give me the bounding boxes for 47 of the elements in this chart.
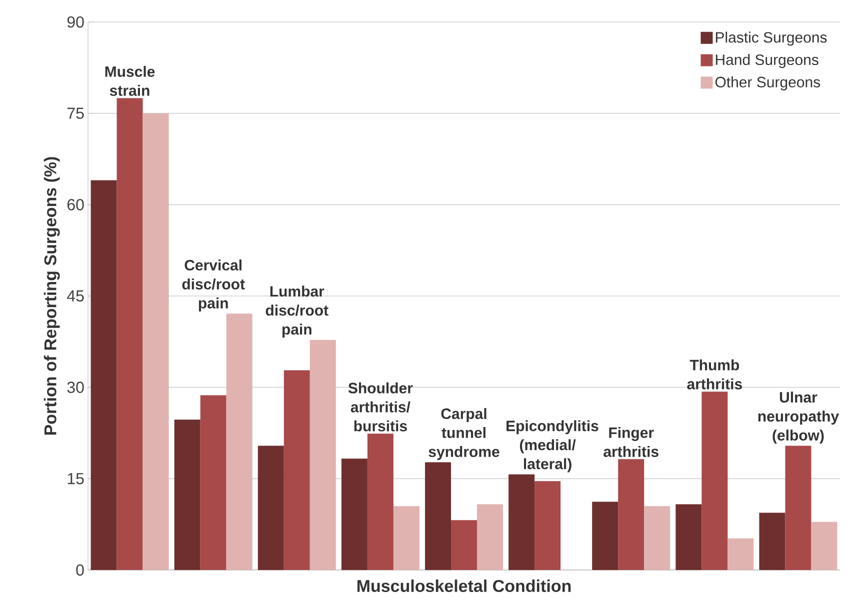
y-tick-label: 15 — [68, 473, 84, 484]
bar — [174, 420, 200, 570]
bar — [644, 506, 670, 570]
legend-label: Other Surgeons — [715, 76, 820, 90]
y-axis-title: Portion of Reporting Surgeons (%) — [44, 157, 60, 435]
bar — [200, 395, 226, 570]
x-tick-label: Shoulder arthritis/ bursitis — [348, 382, 413, 432]
y-tick-label: 45 — [67, 290, 84, 302]
x-tick-label: Cervical disc/root pain — [182, 259, 245, 312]
bar — [702, 392, 728, 570]
bar — [785, 446, 812, 570]
bar — [476, 504, 503, 570]
y-tick-label: 90 — [67, 16, 84, 28]
y-tick-label: 60 — [67, 199, 84, 210]
y-tick-label: 30 — [67, 382, 84, 393]
bar — [450, 520, 477, 570]
bar — [90, 180, 117, 570]
x-tick-label: Finger arthritis — [604, 426, 658, 457]
bar — [728, 538, 754, 570]
x-tick-label: Ulnar neuropathy (elbow) — [758, 392, 839, 444]
bar — [258, 446, 284, 570]
bar — [676, 504, 702, 570]
bar — [811, 522, 838, 570]
bar — [284, 370, 310, 570]
x-axis-title: Musculoskeletal Condition — [357, 580, 571, 592]
bar — [534, 481, 561, 570]
bar — [618, 459, 644, 570]
x-tick-label: Epicondylitis (medial/ lateral) — [506, 420, 598, 472]
bar — [424, 462, 451, 570]
bar — [508, 474, 535, 570]
bar — [592, 502, 618, 570]
x-tick-label: Thumb arthritis — [687, 359, 742, 390]
bar — [341, 458, 368, 570]
y-tick-label: 75 — [67, 108, 84, 119]
x-tick-label: Carpal tunnel syndrome — [428, 408, 500, 460]
bar — [142, 113, 169, 570]
bar — [759, 512, 786, 570]
x-tick-label: Lumbar disc/root pain — [266, 286, 328, 338]
bar — [310, 340, 336, 570]
bar — [226, 314, 252, 570]
legend-label: Plastic Surgeons — [716, 32, 827, 46]
x-tick-label: Muscle strain — [105, 66, 155, 96]
bar — [393, 506, 420, 570]
bar — [367, 434, 394, 570]
bar — [116, 98, 143, 570]
y-tick-label: 0 — [76, 564, 84, 576]
legend-label: Hand Surgeons — [716, 54, 818, 68]
